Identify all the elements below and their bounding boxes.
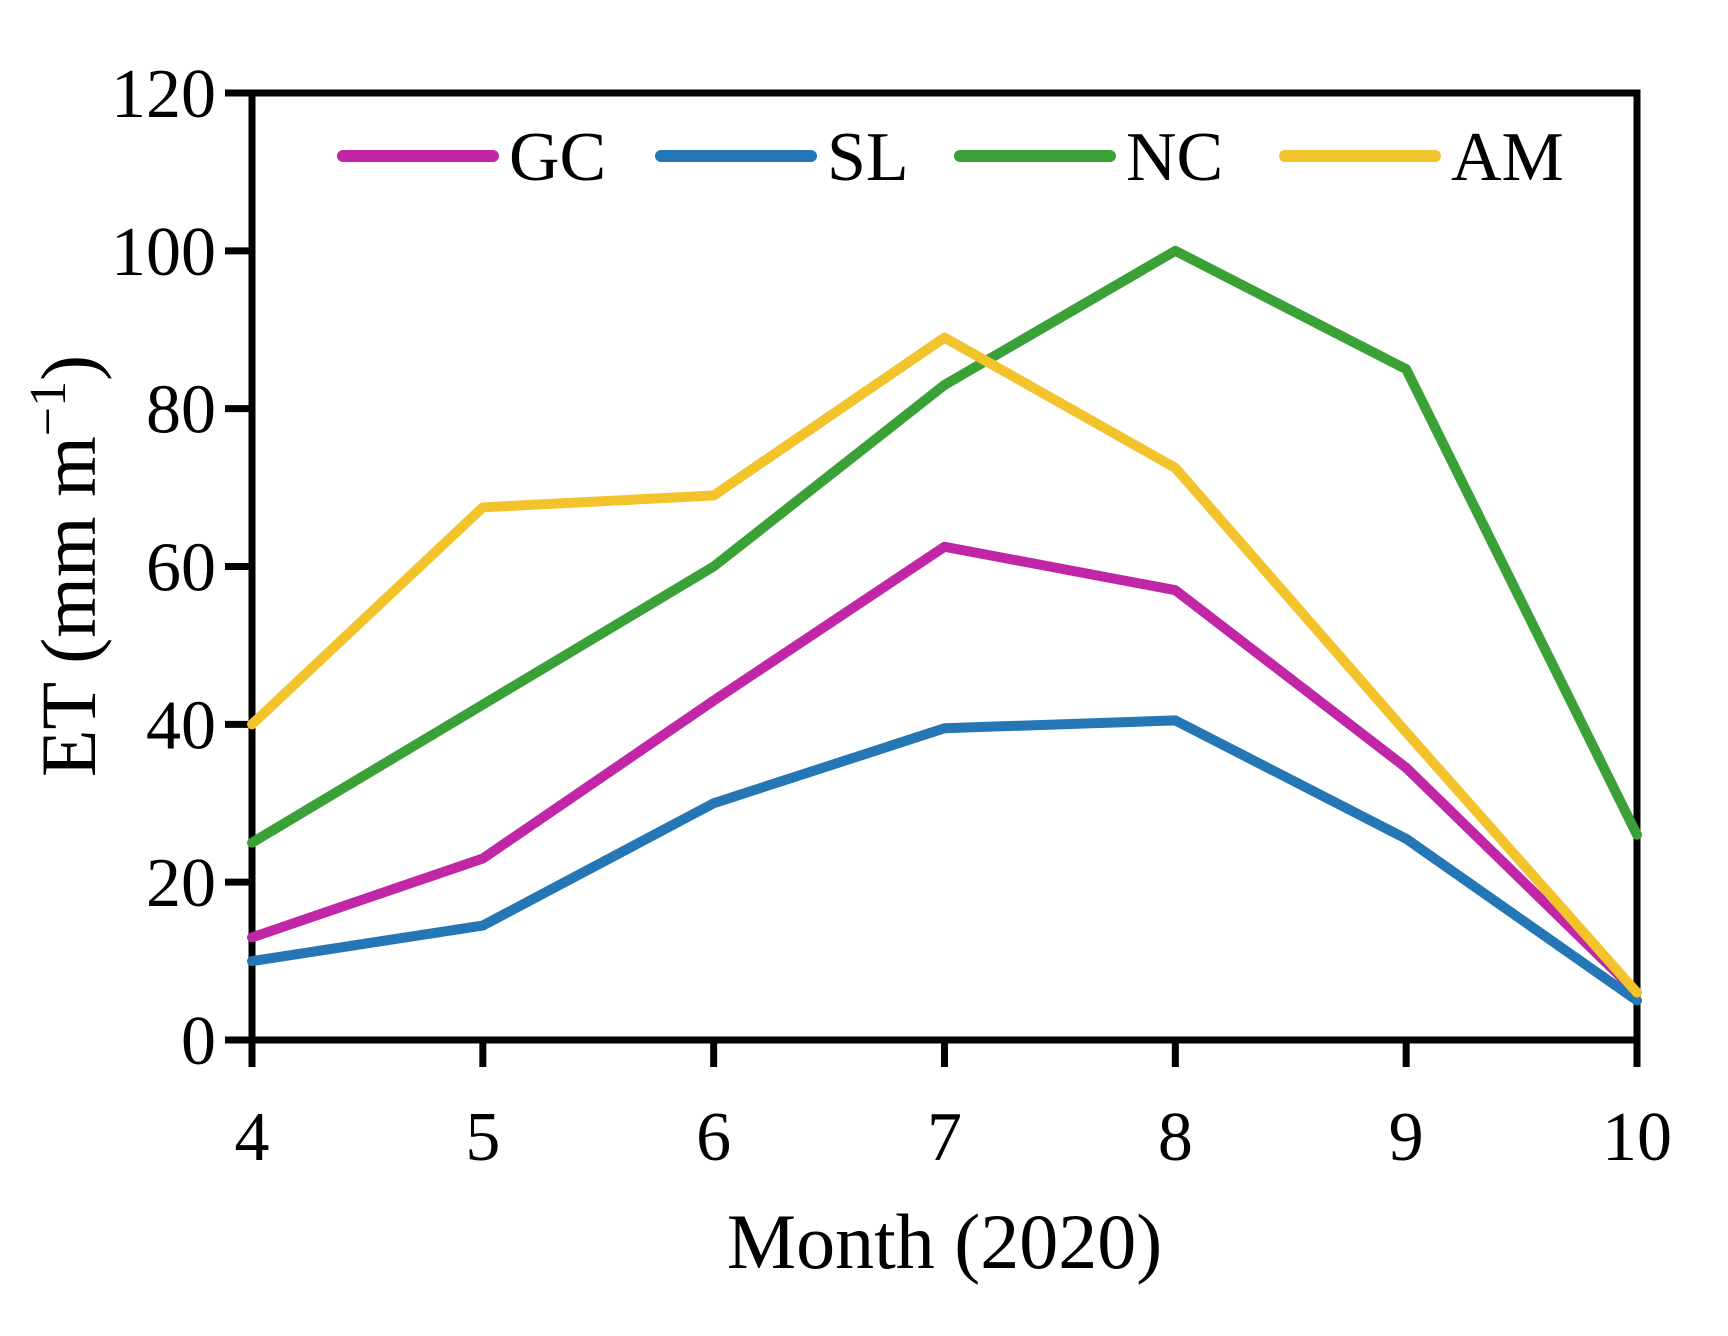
legend-label-NC: NC	[1126, 119, 1223, 196]
series-line-NC	[247, 245, 1642, 848]
legend-label-AM: AM	[1451, 119, 1564, 196]
y-tick-label: 20	[146, 845, 216, 922]
x-tick-label: 7	[927, 1099, 962, 1176]
x-tick-label: 6	[696, 1099, 731, 1176]
y-tick-label: 100	[111, 214, 216, 291]
legend-label-SL: SL	[827, 119, 909, 196]
x-tick-label: 4	[235, 1099, 270, 1176]
x-axis-title: Month (2020)	[727, 1198, 1162, 1285]
y-tick-label: 40	[146, 687, 216, 764]
x-tick-label: 5	[465, 1099, 500, 1176]
series-line-SL	[247, 715, 1642, 1006]
x-tick-label: 9	[1389, 1099, 1424, 1176]
y-tick-label: 120	[111, 56, 216, 133]
legend-label-GC: GC	[509, 119, 606, 196]
y-axis-title: ET (mm m−1)	[20, 355, 112, 777]
y-tick-label: 80	[146, 372, 216, 449]
series-line-GC	[247, 541, 1642, 998]
y-tick-label: 60	[146, 530, 216, 607]
series-line-AM	[247, 332, 1642, 998]
y-tick-label: 0	[181, 1003, 216, 1080]
x-tick-label: 10	[1602, 1099, 1672, 1176]
x-tick-label: 8	[1158, 1099, 1193, 1176]
